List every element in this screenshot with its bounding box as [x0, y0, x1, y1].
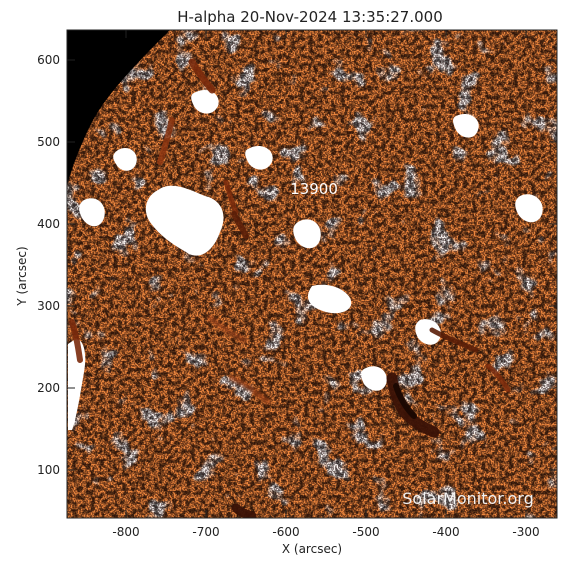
y-tick-label: 100	[37, 463, 60, 477]
y-tick-label: 300	[37, 299, 60, 313]
filament-main-core	[393, 383, 417, 419]
fine-speckle	[67, 30, 557, 518]
filament-north-1	[188, 58, 216, 94]
x-tick-label: -800	[112, 525, 139, 539]
y-tick-label: 200	[37, 381, 60, 395]
x-axis-label: X (arcsec)	[282, 542, 342, 556]
filament-sw-2	[207, 315, 247, 343]
white-patches	[68, 89, 543, 430]
x-tick-label: -300	[512, 525, 539, 539]
y-tick-label: 400	[37, 217, 60, 231]
filament-limb	[69, 319, 83, 363]
x-tick-label: -400	[432, 525, 459, 539]
filament-sw-1	[229, 375, 271, 405]
figure-title: H-alpha 20-Nov-2024 13:35:27.000	[177, 8, 443, 26]
filament-center-2	[231, 211, 249, 239]
x-tick-labels: -800 -700 -600 -500 -400 -300	[112, 525, 539, 539]
active-region-label: 13900	[290, 180, 338, 198]
x-axis	[125, 30, 527, 518]
solar-image: 13900 SolarMonitor.org	[67, 30, 557, 518]
x-tick-label: -600	[272, 525, 299, 539]
x-tick-label: -700	[192, 525, 219, 539]
filament-east-1	[429, 327, 479, 353]
filament-south	[231, 503, 257, 518]
y-tick-label: 500	[37, 135, 60, 149]
y-axis-label: Y (arcsec)	[15, 246, 29, 306]
y-tick-labels: 100 200 300 400 500 600	[37, 53, 60, 477]
filament-north-2	[157, 117, 175, 165]
y-tick-label: 600	[37, 53, 60, 67]
watermark: SolarMonitor.org	[402, 489, 533, 508]
filament-east-2	[485, 363, 511, 393]
y-axis	[67, 59, 557, 471]
filament-center-1	[223, 179, 239, 215]
filaments	[69, 58, 511, 518]
off-limb-region	[67, 30, 170, 186]
plot-frame	[66, 29, 558, 519]
x-tick-label: -500	[352, 525, 379, 539]
